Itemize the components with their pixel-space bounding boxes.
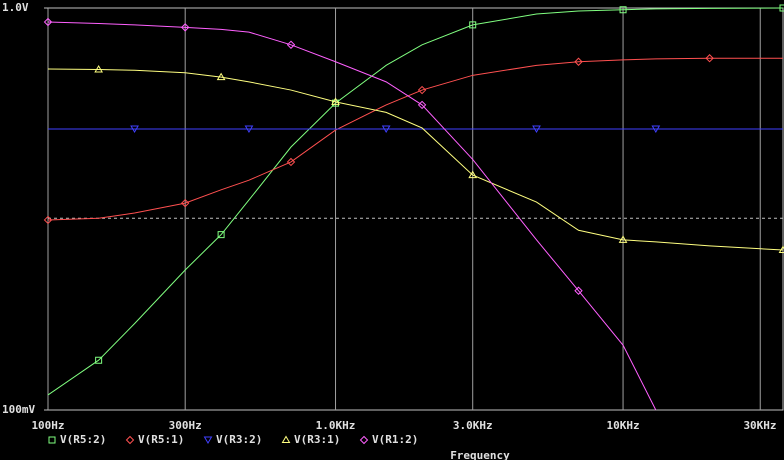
data-point <box>94 65 104 73</box>
data-point <box>705 54 714 63</box>
legend-label: V(R3:1) <box>294 433 340 446</box>
y-tick-label: 100mV <box>2 403 35 416</box>
legend-symbol <box>203 436 213 444</box>
series-line <box>47 68 784 251</box>
data-point <box>532 125 541 134</box>
series-line <box>47 57 783 221</box>
x-tick-label: 10KHz <box>606 419 639 432</box>
data-point <box>180 23 190 32</box>
data-point <box>130 125 139 134</box>
legend-label: V(R5:2) <box>60 433 106 446</box>
data-point <box>43 215 53 225</box>
data-point <box>469 21 477 29</box>
data-point <box>651 125 661 134</box>
legend-label: V(R1:2) <box>372 433 418 446</box>
data-point <box>417 100 427 110</box>
data-point <box>217 231 225 239</box>
y-tick-label: 1.0V <box>2 1 29 14</box>
series-line <box>47 7 784 396</box>
x-tick-label: 1.0KHz <box>316 419 356 432</box>
data-point <box>331 97 340 105</box>
x-tick-label: 100Hz <box>31 419 64 432</box>
x-axis-label: Frequency <box>450 449 510 460</box>
data-point <box>574 57 583 66</box>
data-point <box>417 85 427 95</box>
data-point <box>43 17 53 27</box>
legend-label: V(R5:1) <box>138 433 184 446</box>
data-point <box>619 6 627 14</box>
data-point <box>95 356 103 364</box>
data-point <box>244 125 254 134</box>
x-tick-label: 300Hz <box>169 419 202 432</box>
legend-symbol <box>48 436 56 444</box>
series-line <box>47 21 657 411</box>
data-point <box>286 40 296 49</box>
data-point <box>468 170 478 179</box>
legend-label: V(R3:2) <box>216 433 262 446</box>
legend-symbol <box>359 435 369 445</box>
legend-symbol <box>125 435 135 445</box>
data-point <box>286 157 296 167</box>
x-tick-label: 30KHz <box>743 419 776 432</box>
data-point <box>778 245 784 254</box>
x-tick-label: 3.0KHz <box>453 419 493 432</box>
data-point <box>381 125 391 134</box>
data-point <box>618 235 628 243</box>
legend-symbol <box>281 435 291 443</box>
data-point <box>779 4 784 12</box>
data-point <box>574 286 583 295</box>
data-point <box>216 72 226 81</box>
data-point <box>180 198 190 208</box>
